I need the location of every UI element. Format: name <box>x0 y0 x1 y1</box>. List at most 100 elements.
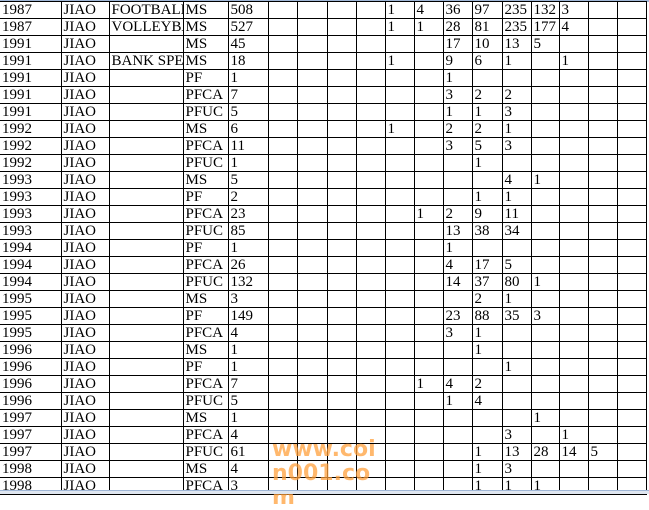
cell-count[interactable] <box>326 273 357 291</box>
cell-year[interactable]: 1995 <box>0 324 62 342</box>
cell-year[interactable]: 1996 <box>0 358 62 376</box>
cell-count[interactable] <box>558 460 589 478</box>
cell-count[interactable] <box>384 443 415 461</box>
cell-count[interactable] <box>616 103 647 121</box>
cell-count[interactable]: 5 <box>530 35 560 53</box>
cell-count[interactable] <box>558 103 589 121</box>
cell-count[interactable]: 23 <box>442 307 473 325</box>
cell-count[interactable]: 97 <box>471 1 503 19</box>
cell-count[interactable] <box>326 290 357 308</box>
cell-sport[interactable] <box>108 324 184 342</box>
cell-count[interactable] <box>384 409 415 427</box>
cell-count[interactable] <box>326 358 357 376</box>
cell-count[interactable] <box>384 392 415 410</box>
cell-count[interactable] <box>616 256 647 274</box>
cell-count[interactable]: 3 <box>442 86 473 104</box>
cell-count[interactable] <box>413 460 444 478</box>
cell-count[interactable] <box>384 69 415 87</box>
cell-count[interactable]: 235 <box>501 18 532 36</box>
cell-code[interactable]: JIAO <box>60 18 110 36</box>
cell-code[interactable]: JIAO <box>60 256 110 274</box>
cell-count[interactable] <box>471 426 503 444</box>
cell-count[interactable]: 1 <box>413 375 444 393</box>
cell-count[interactable] <box>355 171 386 189</box>
cell-year[interactable]: 1993 <box>0 188 62 206</box>
cell-sport[interactable] <box>108 392 184 410</box>
cell-type[interactable]: MS <box>182 35 229 53</box>
cell-sport[interactable] <box>108 409 184 427</box>
cell-year[interactable]: 1991 <box>0 52 62 70</box>
cell-count[interactable] <box>384 205 415 223</box>
cell-count[interactable]: 1 <box>501 52 532 70</box>
cell-count[interactable]: 235 <box>501 1 532 19</box>
cell-type[interactable]: MS <box>182 171 229 189</box>
cell-count[interactable] <box>413 324 444 342</box>
cell-count[interactable] <box>267 341 298 359</box>
cell-count[interactable] <box>587 86 618 104</box>
cell-count[interactable] <box>413 35 444 53</box>
cell-count[interactable]: 4 <box>442 375 473 393</box>
cell-total[interactable]: 1 <box>227 341 269 359</box>
cell-total[interactable]: 7 <box>227 86 269 104</box>
cell-count[interactable]: 1 <box>530 273 560 291</box>
cell-count[interactable] <box>471 409 503 427</box>
cell-count[interactable] <box>413 103 444 121</box>
cell-count[interactable] <box>442 409 473 427</box>
cell-count[interactable]: 4 <box>501 171 532 189</box>
cell-year[interactable]: 1997 <box>0 443 62 461</box>
cell-count[interactable] <box>530 222 560 240</box>
cell-count[interactable] <box>616 307 647 325</box>
cell-type[interactable]: MS <box>182 290 229 308</box>
cell-total[interactable]: 1 <box>227 358 269 376</box>
cell-count[interactable] <box>442 426 473 444</box>
cell-year[interactable]: 1997 <box>0 426 62 444</box>
cell-count[interactable] <box>267 120 298 138</box>
cell-count[interactable] <box>587 392 618 410</box>
cell-code[interactable]: JIAO <box>60 375 110 393</box>
cell-count[interactable]: 14 <box>558 443 589 461</box>
cell-count[interactable]: 1 <box>558 426 589 444</box>
cell-total[interactable]: 5 <box>227 103 269 121</box>
cell-count[interactable] <box>442 188 473 206</box>
cell-count[interactable] <box>413 290 444 308</box>
cell-count[interactable] <box>413 69 444 87</box>
cell-count[interactable]: 5 <box>501 256 532 274</box>
cell-count[interactable] <box>558 341 589 359</box>
cell-count[interactable] <box>530 205 560 223</box>
cell-count[interactable] <box>501 409 532 427</box>
cell-count[interactable] <box>616 341 647 359</box>
cell-count[interactable] <box>296 290 328 308</box>
cell-count[interactable] <box>267 273 298 291</box>
cell-sport[interactable] <box>108 256 184 274</box>
cell-type[interactable]: PF <box>182 307 229 325</box>
cell-count[interactable]: 17 <box>442 35 473 53</box>
cell-count[interactable] <box>530 120 560 138</box>
cell-year[interactable]: 1991 <box>0 35 62 53</box>
cell-code[interactable]: JIAO <box>60 324 110 342</box>
cell-total[interactable]: 85 <box>227 222 269 240</box>
cell-code[interactable]: JIAO <box>60 120 110 138</box>
cell-count[interactable] <box>355 392 386 410</box>
cell-total[interactable]: 26 <box>227 256 269 274</box>
cell-count[interactable]: 1 <box>413 18 444 36</box>
cell-count[interactable] <box>530 188 560 206</box>
cell-count[interactable] <box>326 307 357 325</box>
cell-count[interactable]: 1 <box>442 239 473 257</box>
cell-year[interactable]: 1996 <box>0 392 62 410</box>
cell-year[interactable]: 1991 <box>0 103 62 121</box>
cell-count[interactable] <box>384 307 415 325</box>
cell-count[interactable] <box>267 324 298 342</box>
cell-type[interactable]: PFUC <box>182 222 229 240</box>
cell-count[interactable] <box>326 392 357 410</box>
cell-count[interactable]: 1 <box>384 52 415 70</box>
cell-count[interactable] <box>616 120 647 138</box>
cell-count[interactable] <box>267 358 298 376</box>
cell-count[interactable] <box>558 137 589 155</box>
cell-year[interactable]: 1987 <box>0 1 62 19</box>
cell-count[interactable] <box>296 324 328 342</box>
cell-count[interactable] <box>587 290 618 308</box>
cell-count[interactable] <box>355 358 386 376</box>
cell-count[interactable] <box>267 1 298 19</box>
cell-year[interactable]: 1993 <box>0 205 62 223</box>
cell-count[interactable] <box>501 324 532 342</box>
